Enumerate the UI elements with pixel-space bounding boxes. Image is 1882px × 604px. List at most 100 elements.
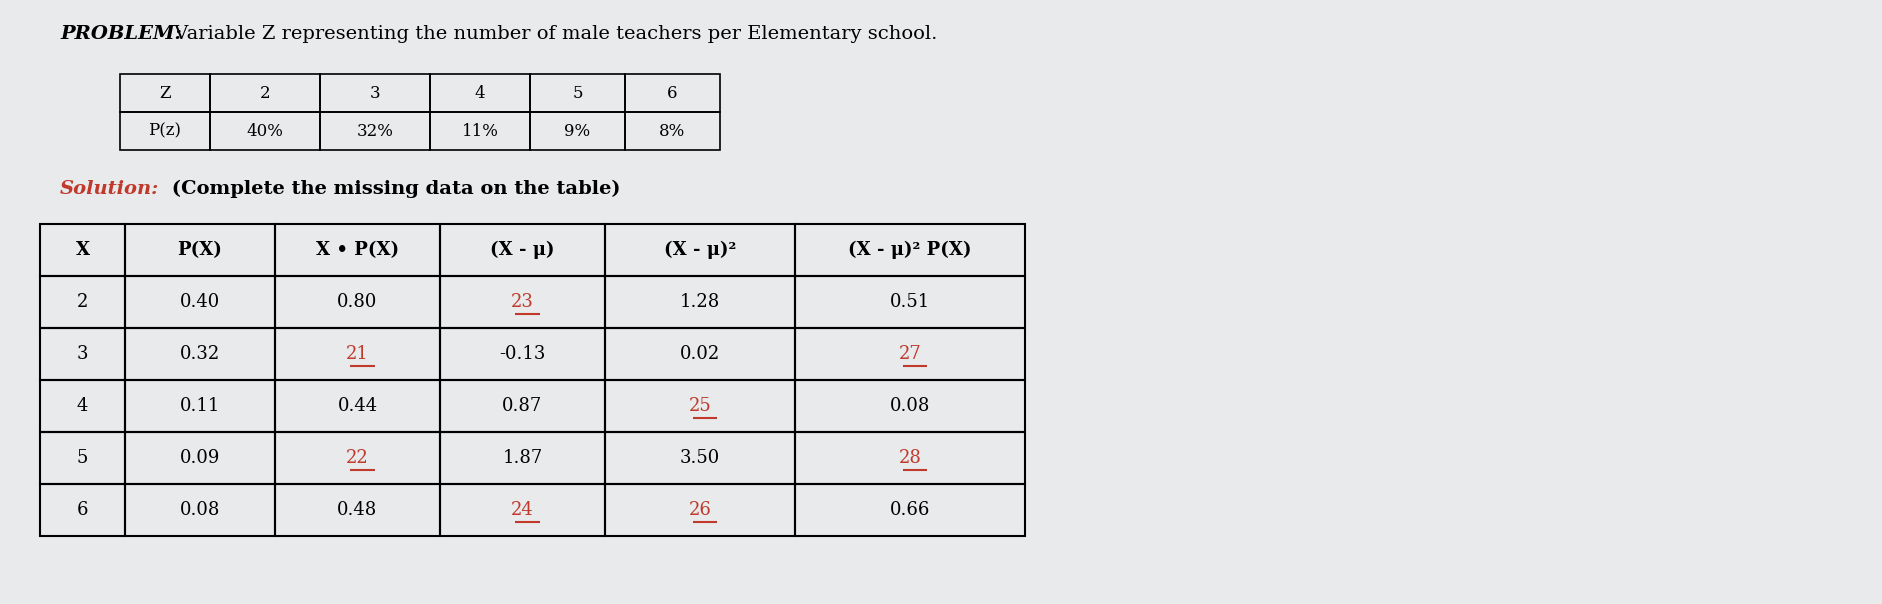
Bar — [604, 380, 794, 432]
Bar — [440, 328, 604, 380]
Text: 2: 2 — [77, 293, 88, 311]
Text: 28: 28 — [898, 449, 922, 467]
Text: 0.08: 0.08 — [181, 501, 220, 519]
Text: 23: 23 — [512, 293, 534, 311]
Bar — [320, 74, 429, 112]
Bar — [531, 112, 625, 150]
Text: -0.13: -0.13 — [499, 345, 546, 363]
Bar — [40, 432, 124, 484]
Bar — [275, 276, 440, 328]
Bar — [604, 484, 794, 536]
Text: 0.02: 0.02 — [679, 345, 721, 363]
Bar — [604, 276, 794, 328]
Text: 5: 5 — [77, 449, 88, 467]
Text: 8%: 8% — [659, 123, 685, 140]
Text: 5: 5 — [572, 85, 583, 101]
Bar — [124, 380, 275, 432]
Bar — [124, 484, 275, 536]
Bar — [440, 224, 604, 276]
Text: 26: 26 — [689, 501, 711, 519]
Text: 0.08: 0.08 — [890, 397, 930, 415]
Text: X • P(X): X • P(X) — [316, 241, 399, 259]
Bar — [275, 484, 440, 536]
Text: 6: 6 — [77, 501, 88, 519]
Text: Solution:: Solution: — [60, 180, 160, 198]
Text: (X - μ)² P(X): (X - μ)² P(X) — [849, 241, 971, 259]
Text: 0.66: 0.66 — [890, 501, 930, 519]
Bar — [531, 74, 625, 112]
Text: PROBLEM:: PROBLEM: — [60, 25, 183, 43]
Bar — [40, 380, 124, 432]
Bar — [604, 328, 794, 380]
Text: 40%: 40% — [247, 123, 284, 140]
Bar — [124, 328, 275, 380]
Text: (X - μ): (X - μ) — [489, 241, 555, 259]
Bar — [211, 74, 320, 112]
Text: 0.40: 0.40 — [181, 293, 220, 311]
Bar — [604, 432, 794, 484]
Bar — [440, 276, 604, 328]
Text: 1.87: 1.87 — [502, 449, 542, 467]
Text: P(z): P(z) — [149, 123, 181, 140]
Bar — [440, 432, 604, 484]
Bar — [794, 328, 1026, 380]
Bar — [429, 112, 531, 150]
Bar — [40, 276, 124, 328]
Text: 0.44: 0.44 — [337, 397, 378, 415]
Bar — [794, 432, 1026, 484]
Text: Variable Z representing the number of male teachers per Elementary school.: Variable Z representing the number of ma… — [167, 25, 937, 43]
Bar — [211, 112, 320, 150]
Text: 0.51: 0.51 — [890, 293, 930, 311]
Bar — [625, 112, 721, 150]
Bar — [124, 432, 275, 484]
Text: P(X): P(X) — [177, 241, 222, 259]
Bar — [124, 224, 275, 276]
Text: X: X — [75, 241, 90, 259]
Text: 0.09: 0.09 — [181, 449, 220, 467]
Text: 3.50: 3.50 — [679, 449, 721, 467]
Text: (X - μ)²: (X - μ)² — [664, 241, 736, 259]
Text: 6: 6 — [668, 85, 678, 101]
Bar — [794, 484, 1026, 536]
Text: 1.28: 1.28 — [679, 293, 721, 311]
Text: 32%: 32% — [356, 123, 393, 140]
Bar — [40, 484, 124, 536]
Text: 3: 3 — [77, 345, 88, 363]
Bar — [120, 112, 211, 150]
Bar — [120, 74, 211, 112]
Bar — [275, 224, 440, 276]
Text: 4: 4 — [77, 397, 88, 415]
Bar — [625, 74, 721, 112]
Bar — [40, 328, 124, 380]
Text: 0.48: 0.48 — [337, 501, 378, 519]
Text: (Complete the missing data on the table): (Complete the missing data on the table) — [166, 180, 621, 198]
Text: 22: 22 — [346, 449, 369, 467]
Text: 24: 24 — [512, 501, 534, 519]
Text: 2: 2 — [260, 85, 271, 101]
Text: 0.32: 0.32 — [181, 345, 220, 363]
Bar — [320, 112, 429, 150]
Text: 0.87: 0.87 — [502, 397, 542, 415]
Bar — [40, 224, 124, 276]
Text: 4: 4 — [474, 85, 486, 101]
Bar — [275, 432, 440, 484]
Bar — [794, 380, 1026, 432]
Text: 9%: 9% — [565, 123, 591, 140]
Text: 25: 25 — [689, 397, 711, 415]
Text: 27: 27 — [898, 345, 922, 363]
Bar — [275, 380, 440, 432]
Bar — [440, 484, 604, 536]
Bar — [604, 224, 794, 276]
Text: 0.11: 0.11 — [181, 397, 220, 415]
Bar — [794, 224, 1026, 276]
Text: 11%: 11% — [461, 123, 499, 140]
Bar — [124, 276, 275, 328]
Bar — [794, 276, 1026, 328]
Text: Z: Z — [160, 85, 171, 101]
Text: 21: 21 — [346, 345, 369, 363]
Text: 0.80: 0.80 — [337, 293, 378, 311]
Bar — [275, 328, 440, 380]
Bar — [429, 74, 531, 112]
Text: 3: 3 — [369, 85, 380, 101]
Bar — [440, 380, 604, 432]
